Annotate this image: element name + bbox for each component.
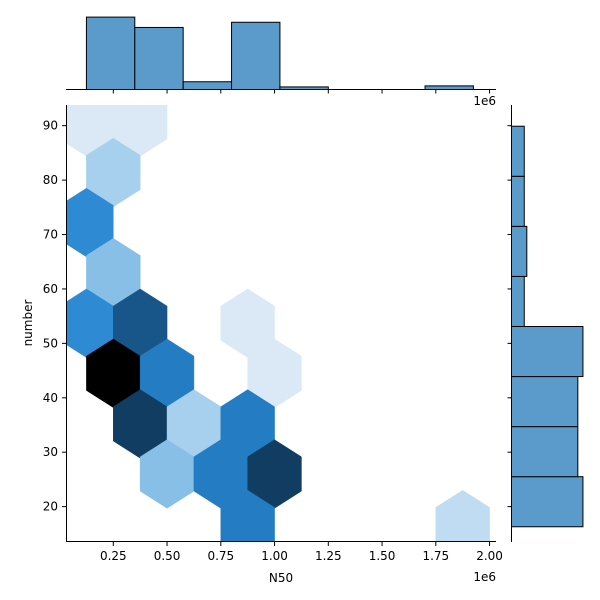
- x-ticks: 0.25 0.50 0.75 1.00 1.25 1.50 1.75 2.00: [100, 542, 503, 563]
- y-marginal-bar: [511, 426, 579, 478]
- x-marginal-offset-label: 1e6: [473, 94, 496, 108]
- x-tick-label: 0.50: [154, 549, 181, 563]
- x-tick-label: 1.00: [261, 549, 288, 563]
- x-marginal-bar: [85, 16, 136, 91]
- y-marginal-bar: [511, 175, 525, 227]
- y-marginal-bar: [511, 225, 528, 277]
- y-marginal-bar: [511, 325, 584, 378]
- y-tick-label: 80: [43, 173, 58, 187]
- hexbin-cell: [220, 490, 275, 542]
- y-marginal-bar: [511, 476, 584, 528]
- x-tick-label: 1.25: [315, 549, 342, 563]
- x-marginal-bar: [424, 85, 474, 90]
- y-marginal-bar: [511, 275, 525, 327]
- y-marginal-ticks: [507, 125, 512, 508]
- y-tick-label: 40: [43, 391, 58, 405]
- y-axis-label: number: [21, 300, 35, 347]
- y-marginal-bar: [511, 376, 579, 428]
- y-ticks: 20 30 40 50 60 70 80 90: [43, 119, 66, 514]
- x-marginal-bar: [231, 21, 281, 91]
- y-tick-label: 90: [43, 119, 58, 133]
- y-tick-label: 60: [43, 282, 58, 296]
- x-marginal-ticks: [112, 89, 491, 94]
- x-offset-label: 1e6: [473, 570, 496, 584]
- y-tick-label: 30: [43, 445, 58, 459]
- hexbin-layer: [66, 105, 490, 542]
- y-marginal-histogram: [511, 125, 584, 528]
- hexbin-cell: [435, 490, 490, 542]
- y-tick-label: 20: [43, 500, 58, 514]
- y-tick-label: 70: [43, 228, 58, 242]
- x-tick-label: 2.00: [476, 549, 503, 563]
- x-marginal-histogram: [85, 16, 474, 91]
- x-tick-label: 1.75: [422, 549, 449, 563]
- x-marginal-bar: [134, 26, 184, 90]
- y-tick-label: 50: [43, 336, 58, 350]
- x-tick-label: 0.75: [207, 549, 234, 563]
- y-marginal-bar: [511, 125, 525, 177]
- x-axis-label: N50: [269, 571, 293, 585]
- x-tick-label: 1.50: [369, 549, 396, 563]
- x-tick-label: 0.25: [100, 549, 127, 563]
- x-marginal-bar: [182, 81, 233, 90]
